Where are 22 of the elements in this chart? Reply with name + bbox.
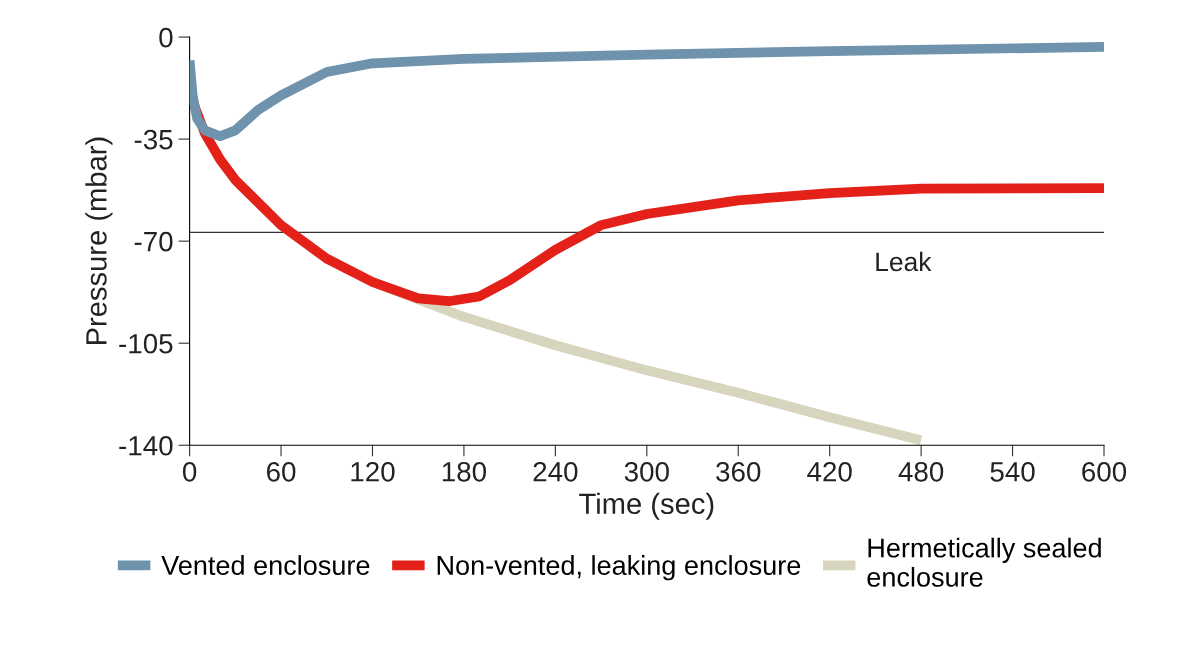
x-tick-label: 180 <box>442 461 487 482</box>
y-tick-label: -70 <box>134 231 173 252</box>
legend-label: Non-vented, leaking enclosure <box>437 555 801 581</box>
x-tick-label: 240 <box>533 461 578 482</box>
y-tick-label: 0 <box>159 27 173 48</box>
y-tick-label: -35 <box>134 129 173 150</box>
x-tick-label: 540 <box>990 461 1035 482</box>
x-axis-title: Time (sec) <box>579 492 714 520</box>
y-tick-label: -140 <box>119 435 173 456</box>
y-axis-title: Pressure (mbar) <box>85 137 113 345</box>
x-tick-label: 0 <box>182 461 197 482</box>
x-tick-label: 600 <box>1082 461 1127 482</box>
x-tick-label: 60 <box>267 461 296 482</box>
y-tick-label: -105 <box>119 333 173 354</box>
x-tick-label: 420 <box>807 461 852 482</box>
x-tick-label: 120 <box>351 461 395 482</box>
ref-line-label: Leak <box>876 251 932 272</box>
legend-label: Vented enclosure <box>161 555 370 576</box>
x-tick-label: 300 <box>624 461 669 482</box>
x-tick-label: 480 <box>898 461 944 482</box>
x-tick-label: 360 <box>716 461 761 482</box>
legend-label: Hermetically sealed enclosure <box>867 537 1101 587</box>
